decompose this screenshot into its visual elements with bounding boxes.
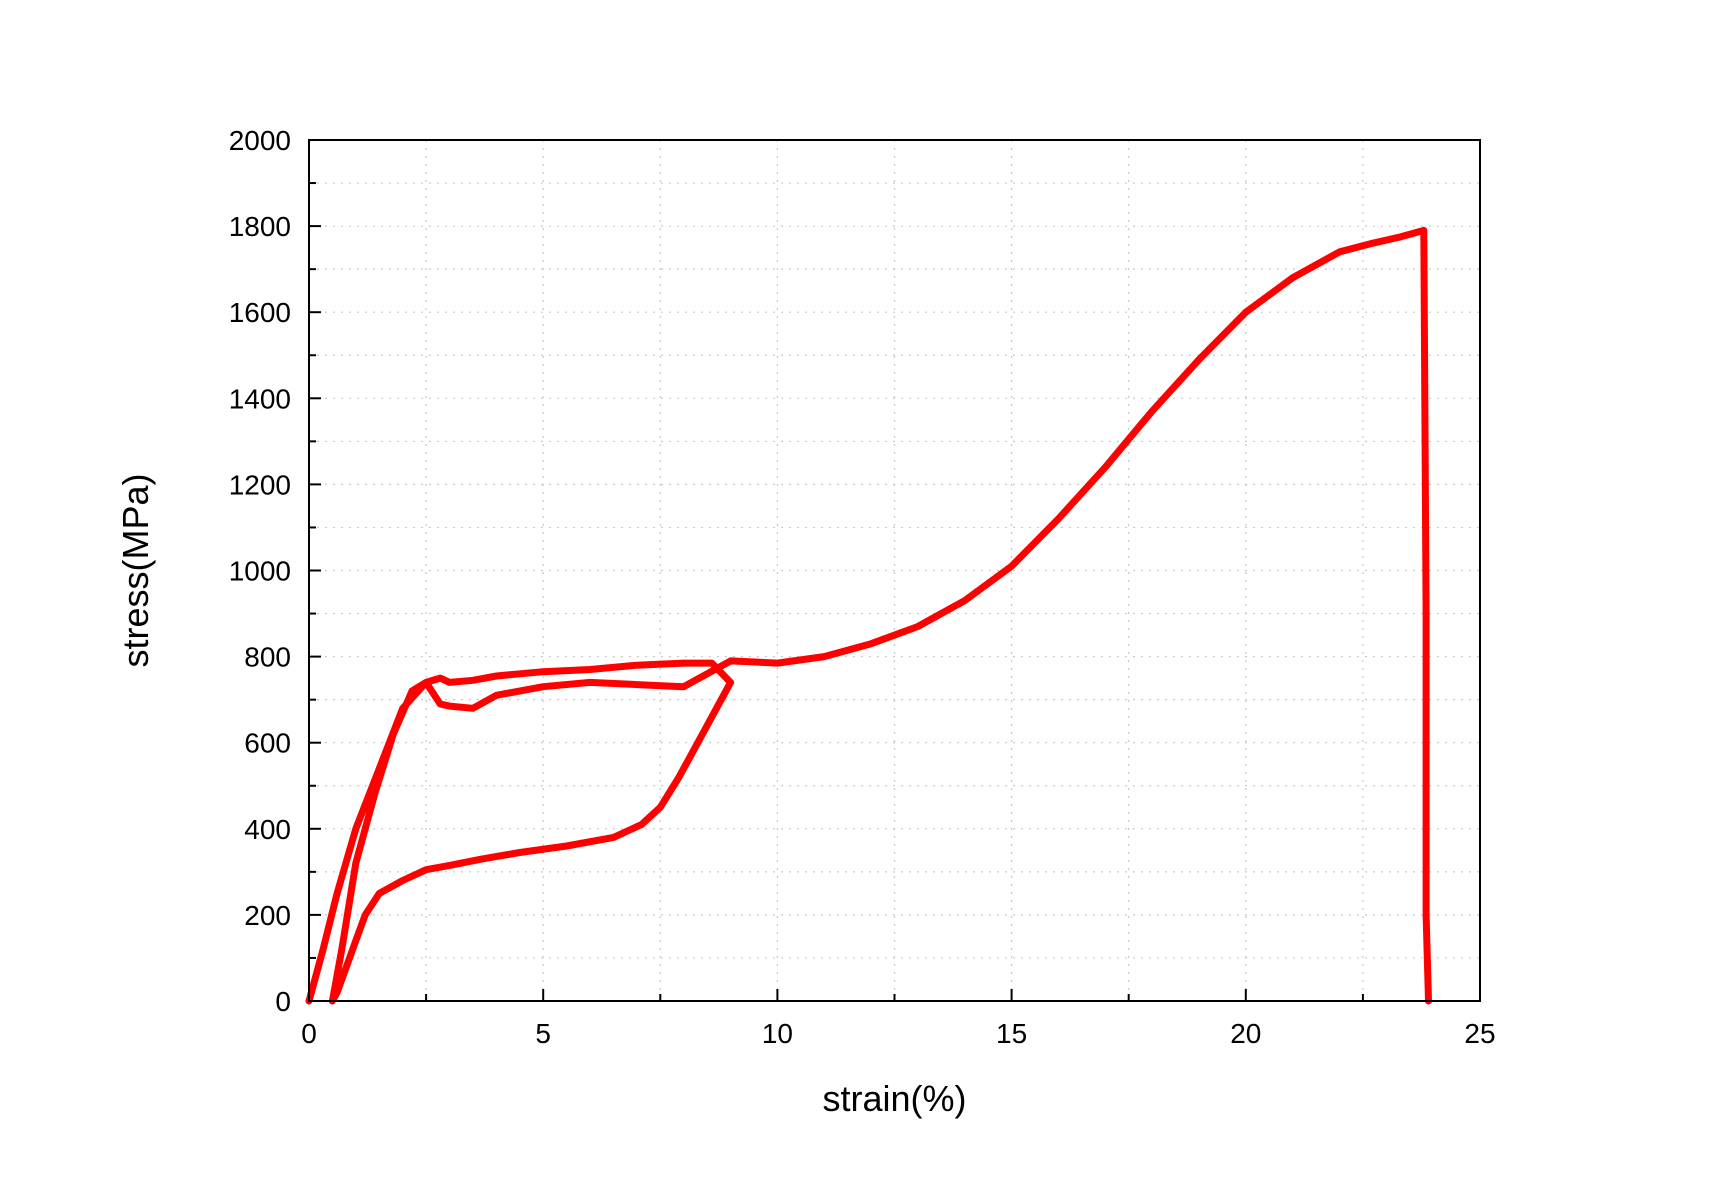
y-tick-label: 1600 <box>229 297 291 328</box>
y-tick-label: 200 <box>244 900 291 931</box>
y-tick-label: 400 <box>244 814 291 845</box>
y-tick-label: 1800 <box>229 211 291 242</box>
ticks <box>308 139 1481 1002</box>
tick-labels: 0 5 10 15 20 25 0 200 400 600 800 1000 1200 1400 1600 1… <box>229 125 1496 1049</box>
y-tick-label: 1000 <box>229 556 291 587</box>
y-tick-label: 1200 <box>229 469 291 500</box>
x-tick-label: 10 <box>762 1018 793 1049</box>
y-tick-label: 2000 <box>229 125 291 156</box>
y-axis-title: stress(MPa) <box>115 473 156 667</box>
x-tick-label: 5 <box>535 1018 551 1049</box>
x-tick-label: 15 <box>996 1018 1027 1049</box>
x-tick-label: 20 <box>1230 1018 1261 1049</box>
y-tick-label: 600 <box>244 728 291 759</box>
grid <box>309 140 1480 1001</box>
y-tick-label: 0 <box>275 986 291 1017</box>
y-tick-label: 1400 <box>229 383 291 414</box>
series-layer <box>305 226 1432 1005</box>
x-tick-label: 25 <box>1464 1018 1495 1049</box>
series-line-0 <box>305 226 1432 1005</box>
y-tick-label: 800 <box>244 642 291 673</box>
x-axis-title: strain(%) <box>822 1078 966 1119</box>
x-tick-label: 0 <box>301 1018 317 1049</box>
